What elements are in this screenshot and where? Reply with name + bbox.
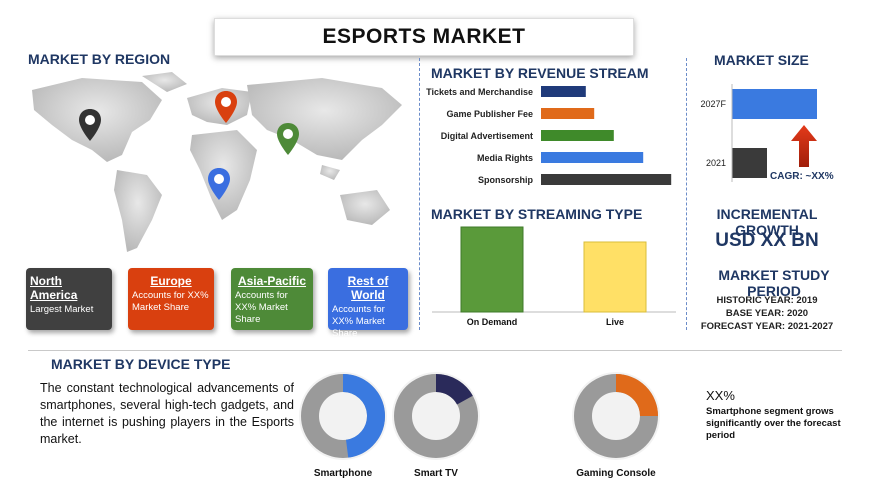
- revenue-bar: [541, 86, 586, 97]
- market-size-chart: 2027F 2021: [700, 84, 817, 182]
- streaming-bar: [460, 226, 524, 313]
- revenue-chart: Tickets and Merchandise Game Publisher Fe…: [426, 86, 672, 185]
- growth-title: INCREMENTAL GROWTH: [716, 206, 818, 238]
- region-name: Rest of World: [347, 274, 389, 302]
- study-period-list: HISTORIC YEAR: 2019 BASE YEAR: 2020 FORE…: [692, 294, 842, 333]
- highlight-text: Smartphone segment grows significantly o…: [706, 406, 841, 441]
- page-title-text: ESPORTS MARKET: [322, 25, 526, 48]
- donut-segment: [342, 374, 385, 458]
- map-pin-icon: [215, 91, 237, 123]
- streaming-category-label: Live: [606, 317, 624, 327]
- device-description: The constant technological advancements …: [40, 381, 294, 446]
- revenue-bar: [541, 130, 614, 141]
- region-card-asia-pacific[interactable]: Asia-Pacific Accounts for XX% Market Sha…: [231, 268, 313, 330]
- donut-label: Smartphone: [314, 468, 373, 479]
- market-size-title: MARKET SIZE: [714, 52, 809, 68]
- revenue-bar: [541, 174, 672, 185]
- region-name: North America: [30, 274, 78, 302]
- revenue-bar: [541, 108, 595, 119]
- map-pin-icon: [79, 109, 101, 141]
- streaming-chart: On Demand Live: [432, 226, 676, 327]
- revenue-bar: [541, 152, 644, 163]
- cagr-text: CAGR: ~XX%: [770, 171, 834, 182]
- streaming-bar: [583, 241, 647, 313]
- map-pin-icon: [208, 168, 230, 200]
- historic-year: HISTORIC YEAR: 2019: [716, 295, 818, 306]
- revenue-section-title: MARKET BY REVENUE STREAM: [431, 65, 649, 81]
- up-arrow-icon: [791, 125, 817, 167]
- forecast-year: FORECAST YEAR: 2021-2027: [700, 321, 834, 332]
- market-size-label: 2021: [706, 158, 726, 168]
- growth-value: USD XX BN: [715, 230, 819, 251]
- market-size-bar: [732, 148, 767, 178]
- region-name: Europe: [150, 274, 192, 288]
- revenue-category-label: Digital Advertisement: [441, 131, 533, 141]
- device-section-title: MARKET BY DEVICE TYPE: [51, 356, 231, 372]
- base-year: BASE YEAR: 2020: [725, 308, 809, 319]
- streaming-category-label: On Demand: [467, 317, 518, 327]
- region-name: Asia-Pacific: [237, 274, 307, 288]
- revenue-category-label: Game Publisher Fee: [446, 109, 533, 119]
- region-desc: Accounts for XX% Market Share: [235, 290, 288, 325]
- divider-horizontal: [28, 350, 842, 351]
- region-card-europe[interactable]: Europe Accounts for XX% Market Share: [128, 268, 214, 330]
- donut-segment: [615, 374, 658, 417]
- donut-segment: [435, 374, 473, 405]
- divider-right: [686, 58, 687, 330]
- divider-left: [419, 58, 420, 330]
- map-pin-icon: [277, 123, 299, 155]
- region-card-north-america[interactable]: North America Largest Market: [26, 268, 112, 330]
- highlight-value: XX%: [706, 388, 735, 403]
- study-period-title: MARKET STUDY PERIOD: [718, 267, 830, 299]
- device-donut-charts: Smartphone Smart TV Gaming Console: [299, 372, 660, 479]
- region-desc: Accounts for XX% Market Share: [332, 304, 385, 339]
- donut-label: Smart TV: [414, 468, 458, 479]
- market-size-bar: [732, 89, 817, 119]
- streaming-section-title: MARKET BY STREAMING TYPE: [431, 206, 643, 222]
- region-desc: Accounts for XX% Market Share: [132, 290, 209, 313]
- market-size-label: 2027F: [700, 99, 726, 109]
- revenue-category-label: Tickets and Merchandise: [426, 87, 533, 97]
- donut-label: Gaming Console: [576, 468, 656, 479]
- page-title: ESPORTS MARKET: [214, 18, 634, 56]
- revenue-category-label: Media Rights: [477, 153, 533, 163]
- region-section-title: MARKET BY REGION: [28, 51, 171, 67]
- region-desc: Largest Market: [30, 304, 94, 315]
- revenue-category-label: Sponsorship: [478, 175, 534, 185]
- region-card-rest-of-world[interactable]: Rest of World Accounts for XX% Market Sh…: [328, 268, 408, 339]
